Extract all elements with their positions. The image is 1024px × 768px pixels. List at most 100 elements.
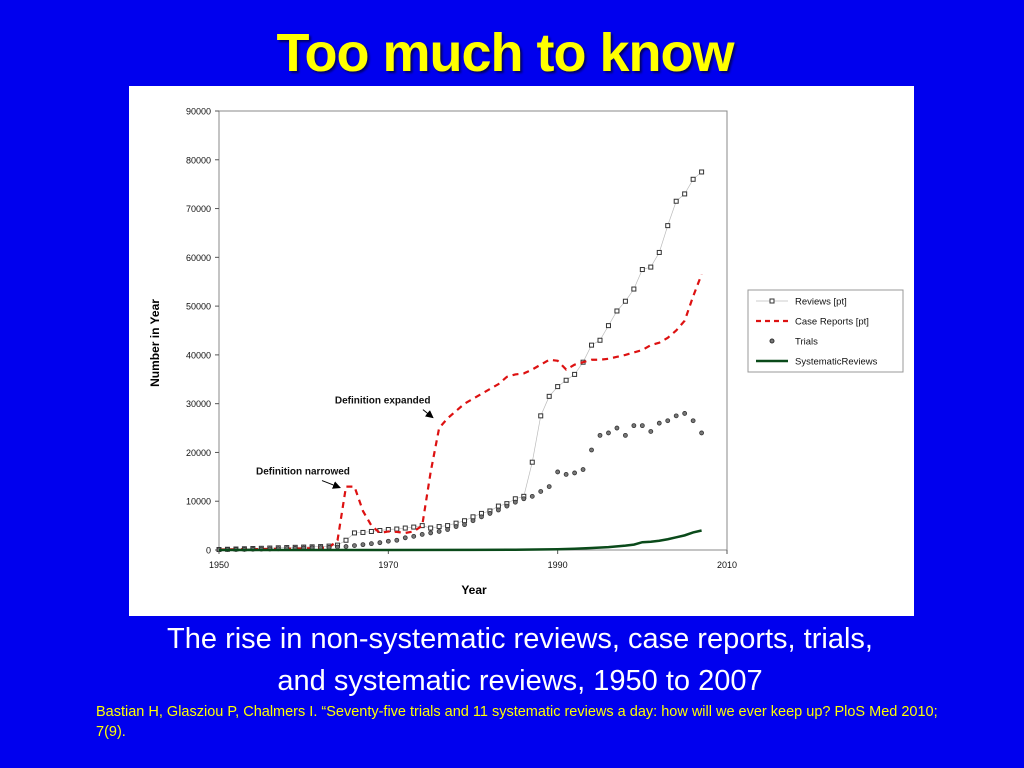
reviews-point (495, 503, 501, 509)
trials-point (385, 538, 391, 544)
reviews-point (419, 523, 425, 529)
trials-point (589, 447, 594, 453)
trials-point (631, 423, 637, 429)
reviews-point (394, 526, 400, 532)
reviews-point (656, 249, 662, 255)
trials-point (504, 503, 510, 509)
trials-point (453, 524, 459, 529)
trials-point (580, 467, 586, 472)
y-tick-label: 40000 (186, 350, 211, 360)
y-tick-label: 30000 (186, 399, 211, 409)
trials-point (352, 543, 357, 549)
reviews-point (631, 286, 637, 292)
y-tick-label: 70000 (186, 204, 211, 214)
trials-point (639, 423, 645, 429)
legend-label: SystematicReviews (795, 357, 878, 368)
reviews-point (622, 298, 628, 304)
trials-point (656, 420, 662, 426)
y-tick-label: 20000 (186, 448, 211, 458)
reviews-point (428, 525, 434, 531)
trials-point (470, 518, 476, 524)
trials-point (377, 540, 383, 546)
reviews-point (690, 176, 696, 182)
reviews-point (665, 223, 671, 229)
trials-point (555, 469, 561, 475)
chart-svg: 0 10000 20000 30000 40000 50000 60000 70000 8000… (148, 107, 904, 597)
x-tick-label: 1990 (548, 560, 568, 570)
legend-box (747, 289, 904, 373)
y-tick-label: 90000 (186, 107, 211, 117)
y-tick-label: 10000 (186, 497, 211, 507)
trials-point (402, 535, 408, 541)
trials-point (445, 527, 451, 532)
trials-point (487, 511, 493, 516)
trials-point (597, 432, 603, 438)
y-tick-label: 50000 (186, 302, 211, 312)
trials-point (343, 544, 349, 549)
case-reports-line (218, 274, 703, 551)
annotation-arrow (422, 409, 434, 419)
trials-point (665, 418, 671, 424)
trials-point (428, 530, 434, 536)
trials-point (394, 537, 400, 543)
trials-point (622, 432, 628, 438)
trials-point (606, 430, 611, 436)
x-tick-label: 2010 (717, 560, 737, 570)
reviews-point (614, 308, 620, 314)
annotation-definition-narrowed: Definition narrowed (256, 467, 350, 478)
trials-point (360, 542, 366, 548)
trials-point (563, 471, 569, 477)
reviews-point (538, 413, 544, 419)
reviews-point (682, 191, 688, 197)
trials-point (436, 529, 442, 534)
caption-line-2: and systematic reviews, 1950 to 2007 (277, 665, 763, 697)
reviews-point (445, 523, 451, 529)
reviews-point (605, 323, 611, 329)
reviews-point (555, 384, 561, 390)
systematic-reviews-line (219, 529, 702, 552)
trials-point (648, 429, 654, 434)
series-trials (216, 411, 704, 553)
reviews-point (360, 529, 366, 535)
reviews-point (673, 198, 679, 204)
trials-point (479, 514, 484, 520)
series-reviews-pt- (216, 169, 705, 553)
y-tick-label: 60000 (186, 253, 211, 263)
reviews-point (597, 337, 603, 343)
x-tick-label: 1970 (378, 560, 398, 570)
trials-point (699, 430, 704, 436)
trials-point (572, 470, 578, 476)
annotation-arrow (321, 480, 341, 489)
y-axis-label: Number in Year (148, 299, 162, 387)
trials-point (673, 413, 679, 419)
reviews-point (589, 342, 595, 348)
trials-point (419, 531, 425, 537)
legend-marker (769, 298, 775, 304)
chart-legend: Reviews [pt] Case Reports [pt] Trials Syste… (747, 289, 904, 373)
trials-point (538, 489, 544, 494)
reviews-point (563, 377, 569, 383)
trials-point (462, 522, 467, 528)
reviews-point (368, 528, 374, 534)
y-tick-label: 80000 (186, 155, 211, 165)
reviews-point (402, 525, 408, 531)
reviews-point (529, 459, 535, 465)
reviews-point (436, 524, 442, 530)
reviews-point (343, 537, 349, 543)
legend-label: Reviews [pt] (795, 297, 847, 308)
x-tick-label: 1950 (209, 560, 229, 570)
trials-point (411, 533, 417, 539)
legend-label: Case Reports [pt] (795, 317, 869, 328)
reviews-point (572, 371, 578, 377)
trials-point (326, 544, 332, 550)
reviews-point (546, 393, 552, 399)
trials-point (335, 544, 340, 550)
trials-point (682, 411, 688, 416)
reviews-point (699, 169, 705, 175)
trials-point (614, 425, 620, 431)
reviews-line (218, 171, 702, 550)
citation: Bastian H, Glasziou P, Chalmers I. “Seve… (96, 704, 938, 740)
annotation-definition-expanded: Definition expanded (335, 396, 431, 407)
caption-line-1: The rise in non-systematic reviews, case… (167, 623, 873, 655)
trials-point (521, 496, 527, 502)
